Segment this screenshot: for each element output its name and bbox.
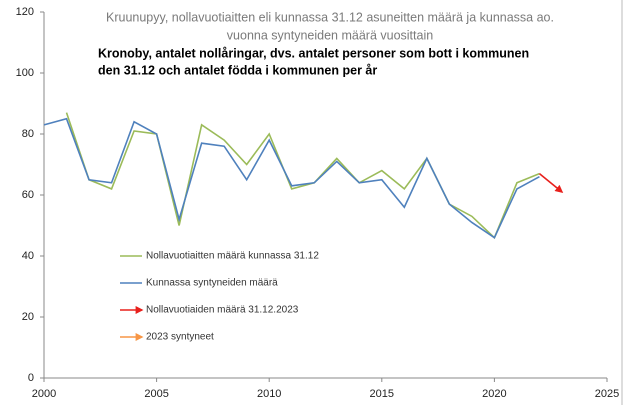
chart-subtitle: den 31.12 och antalet födda i kommunen p… [98, 63, 377, 77]
series-line [65, 112, 540, 240]
y-tick-label: 80 [22, 128, 34, 140]
chart-title: Kruunupyy, nollavuotiaitten eli kunnassa… [106, 10, 554, 24]
x-tick-label: 2015 [370, 388, 394, 400]
y-tick-label: 0 [28, 372, 34, 384]
y-tick-label: 60 [22, 189, 34, 201]
series-line [538, 173, 564, 193]
legend-label: 2023 syntyneet [146, 332, 214, 343]
y-tick-label: 120 [16, 6, 34, 18]
legend-label: Nollavuotiaitten määrä kunnassa 31.12 [146, 251, 319, 262]
x-tick-label: 2010 [257, 388, 281, 400]
y-tick-label: 40 [22, 250, 34, 262]
y-tick-label: 100 [16, 67, 34, 79]
series-line [43, 117, 540, 239]
x-tick-label: 2020 [482, 388, 506, 400]
x-tick-label: 2005 [144, 388, 168, 400]
chart-title: vuonna syntyneiden määrä vuosittain [227, 28, 433, 42]
legend-label: Nollavuotiaiden määrä 31.12.2023 [146, 305, 299, 316]
x-tick-label: 2000 [32, 388, 56, 400]
y-tick-label: 20 [22, 311, 34, 323]
legend-label: Kunnassa syntyneiden määrä [146, 278, 278, 289]
x-tick-label: 2025 [595, 388, 619, 400]
chart-subtitle: Kronoby, antalet nollåringar, dvs. antal… [98, 46, 529, 60]
